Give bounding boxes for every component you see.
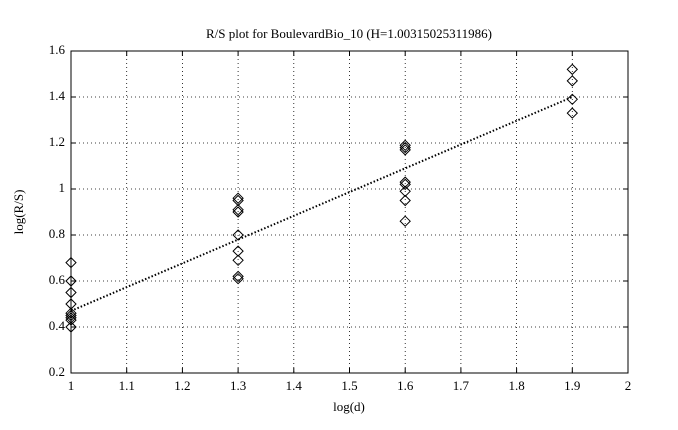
diamond-marker — [399, 215, 411, 227]
chart-title: R/S plot for BoulevardBio_10 (H=1.003150… — [206, 26, 492, 41]
diamond-marker — [65, 309, 77, 322]
x-tick-label: 1.8 — [508, 378, 524, 393]
diamond-marker — [65, 298, 77, 310]
diamond-marker — [399, 139, 411, 152]
y-axis-label: log(R/S) — [11, 190, 26, 235]
x-axis-label: log(d) — [333, 399, 365, 414]
diamond-marker — [232, 192, 244, 204]
diamond-marker — [65, 321, 77, 333]
diamond-marker — [232, 254, 244, 267]
y-tick-label: 0.2 — [49, 364, 65, 379]
diamond-marker — [399, 141, 411, 154]
diamond-marker — [399, 185, 411, 198]
y-tick-label: 0.4 — [49, 318, 66, 333]
diamond-marker — [566, 63, 579, 76]
diamond-marker — [65, 286, 77, 299]
diamond-marker — [232, 203, 244, 216]
x-tick-label: 2 — [625, 378, 632, 393]
diamond-marker — [566, 107, 579, 119]
y-tick-label: 0.6 — [49, 272, 66, 287]
x-tick-label: 1.6 — [397, 378, 414, 393]
diamond-marker — [399, 176, 411, 188]
diamond-marker — [399, 194, 411, 207]
diamond-marker — [232, 206, 244, 218]
diamond-marker — [232, 229, 244, 241]
y-tick-label: 1.2 — [49, 134, 65, 149]
x-tick-label: 1.2 — [174, 378, 190, 393]
diamond-marker — [65, 314, 77, 326]
x-tick-label: 1.5 — [341, 378, 357, 393]
plot-frame — [70, 50, 629, 374]
y-tick-label: 0.8 — [49, 226, 65, 241]
x-tick-label: 1.1 — [119, 378, 135, 393]
diamond-marker — [65, 307, 77, 319]
y-tick-label: 1.6 — [49, 42, 66, 57]
diamond-marker — [65, 256, 77, 269]
diamond-marker — [232, 270, 244, 283]
x-tick-label: 1 — [68, 378, 75, 393]
diamond-marker — [65, 312, 77, 324]
y-tick-label: 1 — [59, 180, 66, 195]
diamond-marker — [232, 272, 244, 285]
x-tick-label: 1.3 — [230, 378, 246, 393]
x-tick-label: 1.7 — [453, 378, 470, 393]
diamond-marker — [566, 75, 579, 87]
x-tick-label: 1.9 — [564, 378, 580, 393]
diamond-marker — [232, 194, 244, 207]
diamond-marker — [399, 178, 411, 191]
diamond-marker — [399, 144, 411, 156]
y-tick-label: 1.4 — [49, 88, 66, 103]
x-tick-label: 1.4 — [286, 378, 303, 393]
diamond-marker — [566, 93, 579, 106]
diamond-marker — [232, 245, 244, 257]
diamond-marker — [65, 275, 77, 287]
